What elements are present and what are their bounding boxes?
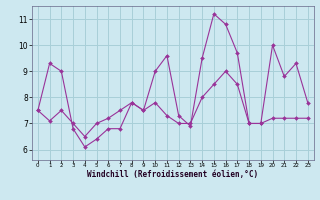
X-axis label: Windchill (Refroidissement éolien,°C): Windchill (Refroidissement éolien,°C)	[87, 170, 258, 179]
